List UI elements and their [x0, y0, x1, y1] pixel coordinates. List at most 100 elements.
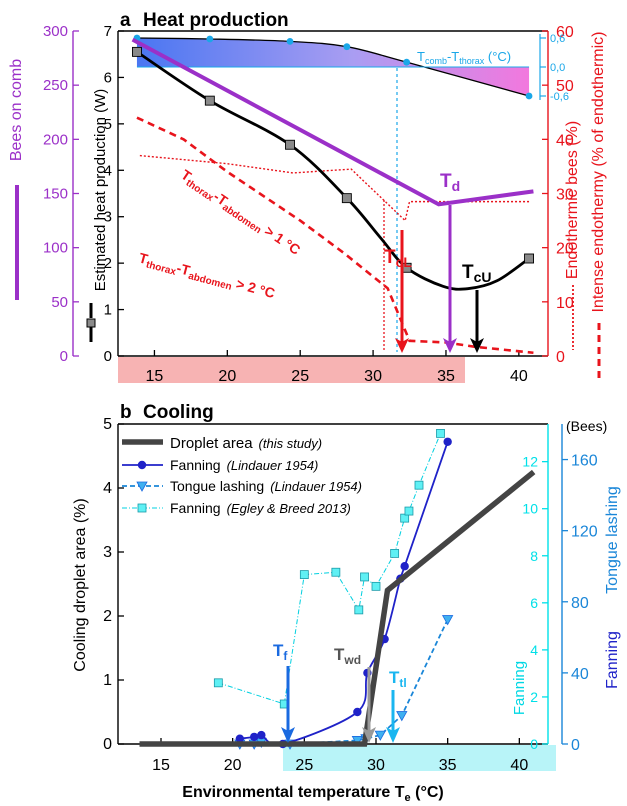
fanning-cyan-axis-title: Fanning: [511, 661, 528, 715]
legend-fanning-marker: [137, 460, 147, 470]
egley-fanning-point: [299, 570, 309, 579]
heat-production-point: [131, 46, 142, 57]
a-x-tick-label: 40: [510, 368, 528, 385]
droplet-tick-label: 0: [103, 736, 112, 753]
tongue-lashing-point: [374, 730, 386, 741]
fanning-cyan-tick-label: 0: [530, 736, 538, 752]
bees-tick-label: 250: [43, 77, 68, 94]
diff-tick-label: 0,0: [550, 62, 565, 74]
panel-a-x-ticks: 15 20 25 30 35 40: [146, 350, 528, 385]
tongue-lashing-point: [351, 736, 364, 747]
a-x-tick-label: 35: [437, 368, 455, 385]
heat-axis-title: Estimated heat production (W): [92, 89, 109, 292]
tongue-lashing-point: [396, 711, 408, 722]
heat-production-point: [341, 193, 352, 204]
heat-production-point: [204, 95, 215, 106]
egley-fanning-point: [390, 549, 400, 558]
droplet-axis-ticks: 0 1 2 3 4 5: [103, 416, 124, 753]
endo-tick-label: 50: [556, 78, 574, 95]
temp-diff-point: [286, 37, 294, 45]
egley-fanning-points: [213, 429, 445, 709]
lindauer-fanning-point: [235, 734, 245, 743]
tf-arrow-head: [281, 727, 295, 743]
fanning-cyan-tick-label: 6: [530, 595, 538, 611]
a-x-tick-label: 30: [364, 368, 382, 385]
heat-production-point: [524, 253, 535, 264]
fanning-cyan-tick-label: 8: [530, 548, 538, 564]
droplet-tick-label: 2: [103, 608, 112, 625]
heat-legend-marker: [86, 318, 96, 328]
temp-diff-point: [403, 58, 411, 66]
temp-diff-points: [133, 34, 533, 100]
heat-tick-label: 2: [104, 255, 112, 272]
heat-tick-label: 7: [104, 23, 112, 40]
lindauer-fanning-point: [353, 707, 362, 717]
tcl-arrow-head: [395, 338, 409, 353]
heat-tick-label: 3: [104, 209, 112, 226]
egley-fanning-point: [371, 581, 381, 591]
tongue-axis-title: Tongue lashing: [604, 486, 621, 594]
bees-tick-label: 200: [43, 131, 68, 148]
legend-fanning-label: Fanning (Lindauer 1954): [170, 457, 318, 473]
endo-tick-label: 20: [556, 241, 574, 258]
heat-tick-label: 0: [104, 348, 112, 365]
temp-diff-point: [343, 43, 351, 51]
endothermic-axis-ticks: 0 10 20 30 40 50 60: [542, 24, 574, 366]
legend-egley-label: Fanning (Egley & Breed 2013): [170, 500, 351, 516]
tcu-label: TcU: [462, 262, 492, 285]
endo-tick-label: 40: [556, 132, 574, 149]
td-arrow-head: [443, 338, 457, 353]
fanning-cyan-tick-label: 2: [530, 689, 538, 705]
panel-b-x-title: Environmental temperature Te (°C): [182, 784, 443, 804]
diff-tick-label: -0,6: [550, 91, 569, 103]
fanning-bees-axis-title: Fanning: [604, 631, 621, 689]
panel-b-title: Cooling: [143, 402, 214, 423]
legend-tongue-label: Tongue lashing (Lindauer 1954): [170, 478, 362, 494]
twd-label: Twd: [334, 645, 361, 667]
a-x-tick-label: 15: [146, 368, 164, 385]
tongue-lashing-line: [239, 619, 449, 745]
endo-tick-label: 10: [556, 295, 574, 312]
bees-b-tick-label: 80: [571, 595, 589, 612]
b-x-tick-label: 15: [152, 757, 170, 774]
temp-diff-axis-ticks: 0,6 0,0 -0,6: [540, 33, 569, 103]
lindauer-fanning-point: [249, 732, 259, 742]
b-x-tick-label: 35: [439, 757, 457, 774]
egley-fanning-point: [354, 605, 364, 615]
panel-a-letter: a: [120, 10, 131, 31]
tcu-arrow-head: [470, 338, 484, 353]
twd-arrow-head: [362, 727, 376, 743]
annotation-diff-2: Tthorax-Tabdomen > 2 °C: [136, 249, 276, 304]
ttl-arrow-head: [386, 727, 400, 743]
heat-tick-label: 5: [104, 116, 112, 133]
bees-b-tick-label: 0: [571, 737, 580, 754]
lindauer-fanning-point: [443, 437, 452, 446]
bees-tick-label: 50: [51, 294, 68, 311]
bees-axis-ticks: 0 50 100 150 200 250 300: [43, 23, 79, 365]
egley-fanning-point: [404, 506, 414, 516]
b-x-tick-label: 25: [295, 757, 313, 774]
a-x-tick-label: 25: [291, 368, 309, 385]
tcl-label: TcL: [384, 247, 412, 270]
heat-tick-label: 6: [104, 69, 112, 86]
fanning-cyan-tick-label: 4: [530, 642, 538, 658]
bees-tick-label: 100: [43, 240, 68, 257]
tf-label: Tf: [273, 641, 288, 663]
bees-on-comb-line: [131, 37, 534, 207]
droplet-tick-label: 3: [103, 544, 112, 561]
heat-tick-label: 1: [104, 302, 112, 319]
fanning-cyan-tick-label: 10: [522, 501, 538, 517]
egley-fanning-point: [213, 678, 223, 688]
bees-tick-label: 300: [43, 23, 68, 40]
heat-production-curve: [136, 50, 530, 291]
legend-tongue-marker: [136, 481, 148, 492]
fanning-cyan-axis-ticks: 0 2 4 6 8 10 12: [522, 454, 548, 752]
fanning-cyan-tick-label: 12: [522, 454, 538, 470]
intense-axis-title: Intense endothermy (% of endothermic): [590, 31, 607, 312]
endo-tick-label: 0: [556, 349, 565, 366]
bees-b-tick-label: 160: [571, 453, 598, 470]
panel-a-title: Heat production: [143, 10, 289, 31]
